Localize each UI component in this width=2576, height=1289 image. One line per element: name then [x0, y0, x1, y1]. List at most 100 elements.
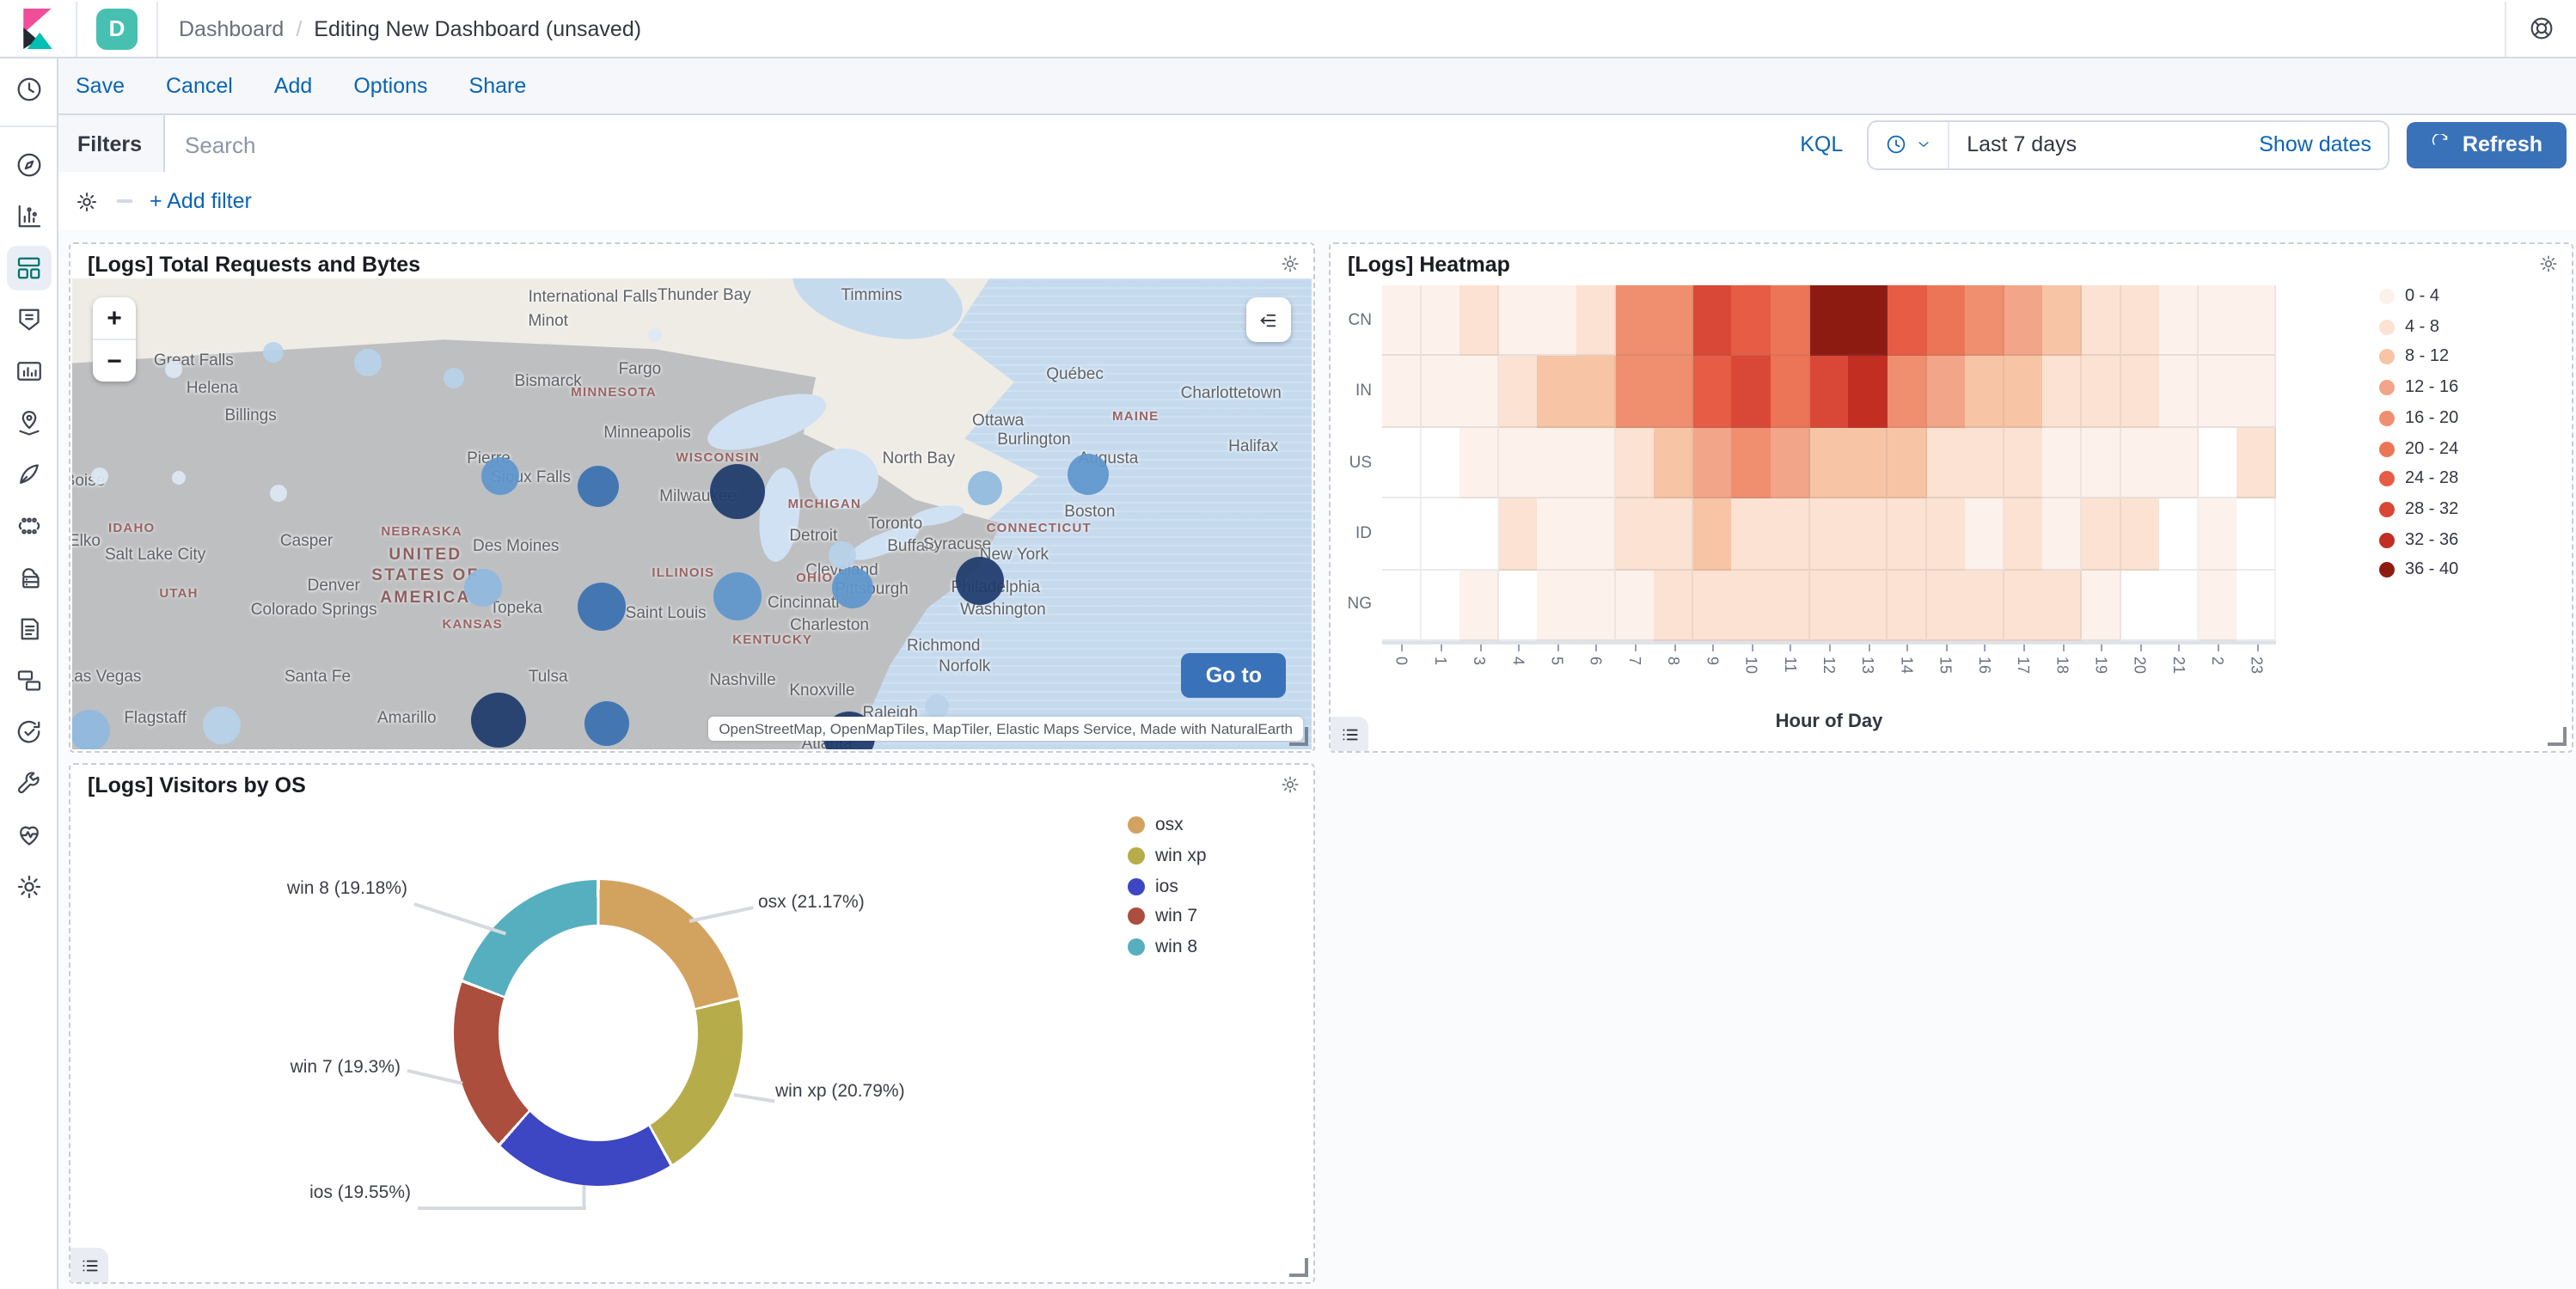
heatmap-cell[interactable] — [1809, 427, 1850, 499]
heatmap-cell[interactable] — [1654, 570, 1694, 641]
sidebar-item-uptime[interactable] — [6, 710, 51, 754]
heatmap-cell[interactable] — [2236, 285, 2277, 357]
heatmap-cell[interactable] — [1965, 356, 2005, 428]
search-input[interactable] — [164, 115, 1777, 174]
heatmap-cell[interactable] — [1576, 427, 1617, 499]
heatmap-cell[interactable] — [1926, 570, 1967, 641]
sidebar-item-dev-tools[interactable] — [6, 761, 51, 806]
heatmap-cell[interactable] — [2159, 427, 2200, 499]
heatmap-cell[interactable] — [1576, 285, 1617, 357]
heatmap-cell[interactable] — [1731, 356, 1772, 428]
heatmap-cell[interactable] — [2081, 427, 2122, 499]
heatmap-cell[interactable] — [1731, 498, 1772, 571]
kibana-logo-icon[interactable] — [19, 8, 57, 49]
heatmap-cell[interactable] — [2236, 427, 2277, 499]
heatmap-cell[interactable] — [1421, 570, 1461, 641]
heatmap-cell[interactable] — [1809, 356, 1850, 428]
zoom-out-button[interactable]: − — [107, 346, 122, 376]
heatmap-cell[interactable] — [1926, 285, 1967, 357]
heatmap-cell[interactable] — [2120, 356, 2161, 428]
donut-legend-item[interactable]: osx — [1128, 815, 1184, 835]
sidebar-item-machine-learning[interactable] — [6, 452, 51, 497]
heatmap-cell[interactable] — [1459, 356, 1500, 428]
sidebar-item-recently-viewed[interactable] — [6, 67, 51, 112]
sidebar-item-dashboard[interactable] — [6, 246, 51, 290]
map-bubble[interactable] — [955, 556, 1004, 605]
heatmap-legend-item[interactable]: 28 - 32 — [2379, 500, 2458, 519]
kql-toggle[interactable]: KQL — [1800, 132, 1844, 156]
heatmap-cell[interactable] — [1809, 570, 1850, 641]
map-bubble[interactable] — [172, 471, 186, 486]
heatmap-cell[interactable] — [1615, 498, 1655, 571]
heatmap-cell[interactable] — [2004, 356, 2044, 428]
heatmap-cell[interactable] — [1382, 570, 1423, 641]
heatmap-cell[interactable] — [2198, 570, 2238, 641]
panel-options-gear-icon[interactable] — [1279, 253, 1301, 275]
heatmap-legend-item[interactable]: 36 - 40 — [2379, 561, 2458, 580]
heatmap-cell[interactable] — [2120, 570, 2161, 641]
heatmap-cell[interactable] — [1692, 285, 1733, 357]
heatmap-cell[interactable] — [1498, 285, 1539, 357]
heatmap-legend-item[interactable]: 24 - 28 — [2379, 469, 2458, 488]
panel-options-gear-icon[interactable] — [2537, 253, 2560, 275]
heatmap-cell[interactable] — [1615, 285, 1655, 357]
heatmap-cell[interactable] — [1654, 498, 1694, 571]
map-bubble[interactable] — [165, 360, 183, 378]
heatmap-cell[interactable] — [1654, 356, 1694, 428]
sidebar-item-reporting[interactable] — [6, 349, 51, 394]
heatmap-cell[interactable] — [1692, 498, 1733, 571]
sidebar-item-apm[interactable] — [6, 658, 51, 703]
panel-resize-handle[interactable] — [1289, 1258, 1308, 1277]
heatmap-cell[interactable] — [2198, 427, 2238, 499]
heatmap-cell[interactable] — [2120, 427, 2161, 499]
map-bubble[interactable] — [578, 466, 620, 508]
heatmap-cell[interactable] — [2236, 356, 2277, 428]
filters-label[interactable]: Filters — [57, 115, 165, 174]
heatmap-cell[interactable] — [1965, 570, 2005, 641]
heatmap-cell[interactable] — [2042, 570, 2083, 641]
map-bubble[interactable] — [90, 467, 108, 486]
map-bubble[interactable] — [577, 582, 626, 631]
heatmap-cell[interactable] — [1887, 285, 1927, 357]
heatmap-cell[interactable] — [1459, 498, 1500, 571]
options-button[interactable]: Options — [353, 73, 428, 97]
time-range-value[interactable]: Last 7 days — [1967, 132, 2077, 156]
heatmap-cell[interactable] — [1965, 498, 2005, 571]
heatmap-cell[interactable] — [1537, 498, 1578, 571]
heatmap-legend-item[interactable]: 16 - 20 — [2379, 409, 2458, 428]
heatmap-cell[interactable] — [1615, 356, 1655, 428]
map-bubble[interactable] — [710, 464, 766, 520]
map-bubble[interactable] — [72, 710, 111, 749]
heatmap-cell[interactable] — [1498, 427, 1539, 499]
heatmap-legend-item[interactable]: 0 - 4 — [2379, 287, 2439, 306]
map-bubble[interactable] — [1068, 454, 1110, 496]
heatmap-cell[interactable] — [2198, 356, 2238, 428]
heatmap-cell[interactable] — [1615, 427, 1655, 499]
heatmap-cell[interactable] — [1771, 427, 1811, 499]
show-dates-button[interactable]: Show dates — [2259, 132, 2371, 156]
heatmap-cell[interactable] — [1965, 285, 2005, 357]
heatmap-cell[interactable] — [2081, 498, 2122, 571]
heatmap-cell[interactable] — [1771, 498, 1811, 571]
heatmap-cell[interactable] — [1654, 285, 1694, 357]
panel-drag-badge[interactable] — [1331, 717, 1368, 751]
heatmap-cell[interactable] — [1809, 498, 1850, 571]
map-bubble[interactable] — [262, 341, 284, 363]
heatmap-cell[interactable] — [1382, 498, 1423, 571]
map-bubble[interactable] — [967, 471, 1002, 506]
heatmap-cell[interactable] — [1537, 285, 1578, 357]
heatmap-cell[interactable] — [1421, 498, 1461, 571]
breadcrumb-dashboard-link[interactable]: Dashboard — [179, 16, 285, 40]
sidebar-item-stack-monitoring[interactable] — [6, 813, 51, 858]
heatmap-cell[interactable] — [1965, 427, 2005, 499]
heatmap-cell[interactable] — [2042, 498, 2083, 571]
heatmap-cell[interactable] — [1771, 285, 1811, 357]
time-picker-quick-menu[interactable] — [1869, 121, 1950, 168]
heatmap-cell[interactable] — [1731, 285, 1772, 357]
heatmap-cell[interactable] — [2159, 356, 2200, 428]
heatmap-cell[interactable] — [2081, 570, 2122, 641]
heatmap-cell[interactable] — [1809, 285, 1850, 357]
sidebar-item-visualize[interactable] — [6, 194, 51, 239]
add-filter-button[interactable]: + Add filter — [150, 189, 252, 213]
heatmap-cell[interactable] — [2120, 285, 2161, 357]
